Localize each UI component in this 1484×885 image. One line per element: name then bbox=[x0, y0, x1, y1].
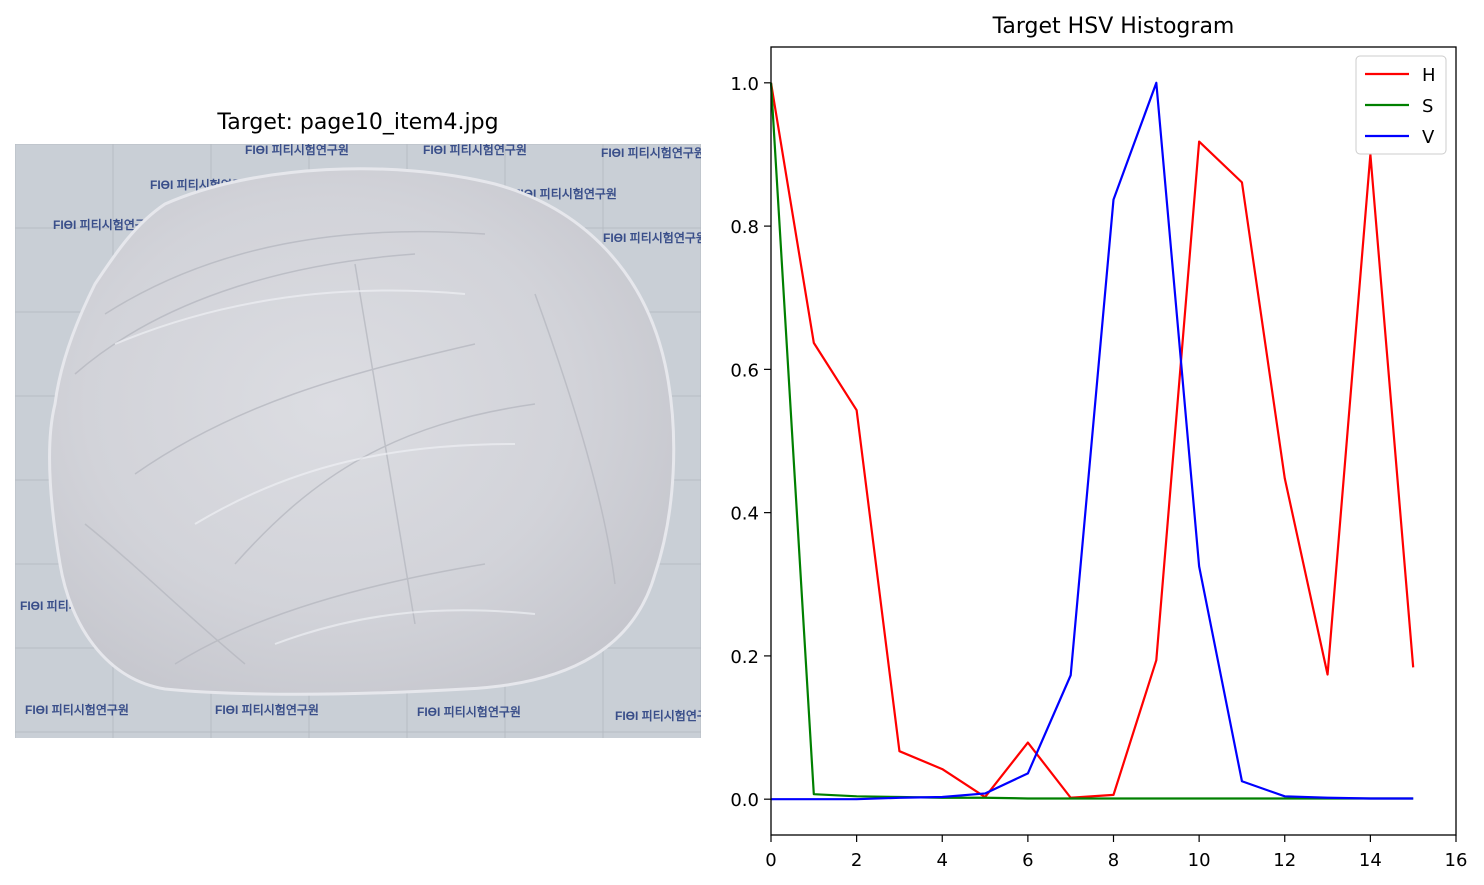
y-tick-label: 0.0 bbox=[730, 790, 759, 811]
watermark-logo: FIϴI 피티시험연구원 bbox=[513, 186, 617, 201]
legend: HSV bbox=[1355, 55, 1447, 155]
watermark-logo: FIϴI 피티시험연구원 bbox=[423, 144, 527, 157]
watermark-logo: FIϴI 피티시험연구원 bbox=[25, 702, 129, 717]
x-tick-label: 8 bbox=[1108, 850, 1119, 871]
chart-title: Target HSV Histogram bbox=[992, 14, 1235, 39]
x-axis: 0 2 4 6 8 10 12 14 16 bbox=[765, 835, 1467, 871]
x-tick-label: 14 bbox=[1359, 850, 1382, 871]
x-tick-label: 2 bbox=[851, 850, 862, 871]
y-tick-label: 1.0 bbox=[730, 74, 759, 95]
watermark-logo: FIϴI 피티시험연구원 bbox=[245, 144, 349, 157]
watermark-logo: FIϴI 피티시험연구원 bbox=[215, 702, 319, 717]
x-tick-label: 6 bbox=[1022, 850, 1033, 871]
x-tick-label: 10 bbox=[1188, 850, 1211, 871]
x-tick-label: 0 bbox=[765, 850, 776, 871]
series-line-s bbox=[769, 82, 1414, 800]
watermark-logo: FIϴI 피티시험연구원 bbox=[615, 708, 701, 723]
legend-label: S bbox=[1422, 96, 1433, 117]
series-lines bbox=[769, 81, 1415, 801]
y-tick-label: 0.6 bbox=[730, 360, 759, 381]
series-line-v bbox=[771, 81, 1414, 801]
watermark-logo: FIϴI 피티시험연구원 bbox=[603, 230, 701, 245]
watermark-logo: FIϴI 피티시험연구원 bbox=[417, 704, 521, 719]
target-photo: FIϴI 피티시험연구원 FIϴI 피티시험연구원 FIϴI 피티시험연구원 F… bbox=[15, 144, 701, 738]
y-tick-label: 0.4 bbox=[730, 504, 759, 525]
image-title: Target: page10_item4.jpg bbox=[217, 110, 499, 135]
y-axis: 0.0 0.2 0.4 0.6 0.8 1.0 bbox=[730, 74, 771, 811]
x-tick-label: 12 bbox=[1273, 850, 1296, 871]
legend-label: H bbox=[1422, 65, 1436, 86]
plot-frame bbox=[770, 46, 1457, 836]
y-tick-label: 0.2 bbox=[730, 647, 759, 668]
x-tick-label: 4 bbox=[937, 850, 948, 871]
x-tick-label: 16 bbox=[1445, 850, 1468, 871]
plastic-bag-photo: FIϴI 피티시험연구원 FIϴI 피티시험연구원 FIϴI 피티시험연구원 F… bbox=[15, 144, 701, 738]
legend-label: V bbox=[1422, 127, 1435, 148]
watermark-logo: FIϴI 피티시험연구원 bbox=[53, 217, 157, 232]
y-tick-label: 0.8 bbox=[730, 217, 759, 238]
watermark-logo: FIϴI 피티시험연구원 bbox=[601, 145, 701, 160]
series-line-h bbox=[769, 82, 1415, 799]
